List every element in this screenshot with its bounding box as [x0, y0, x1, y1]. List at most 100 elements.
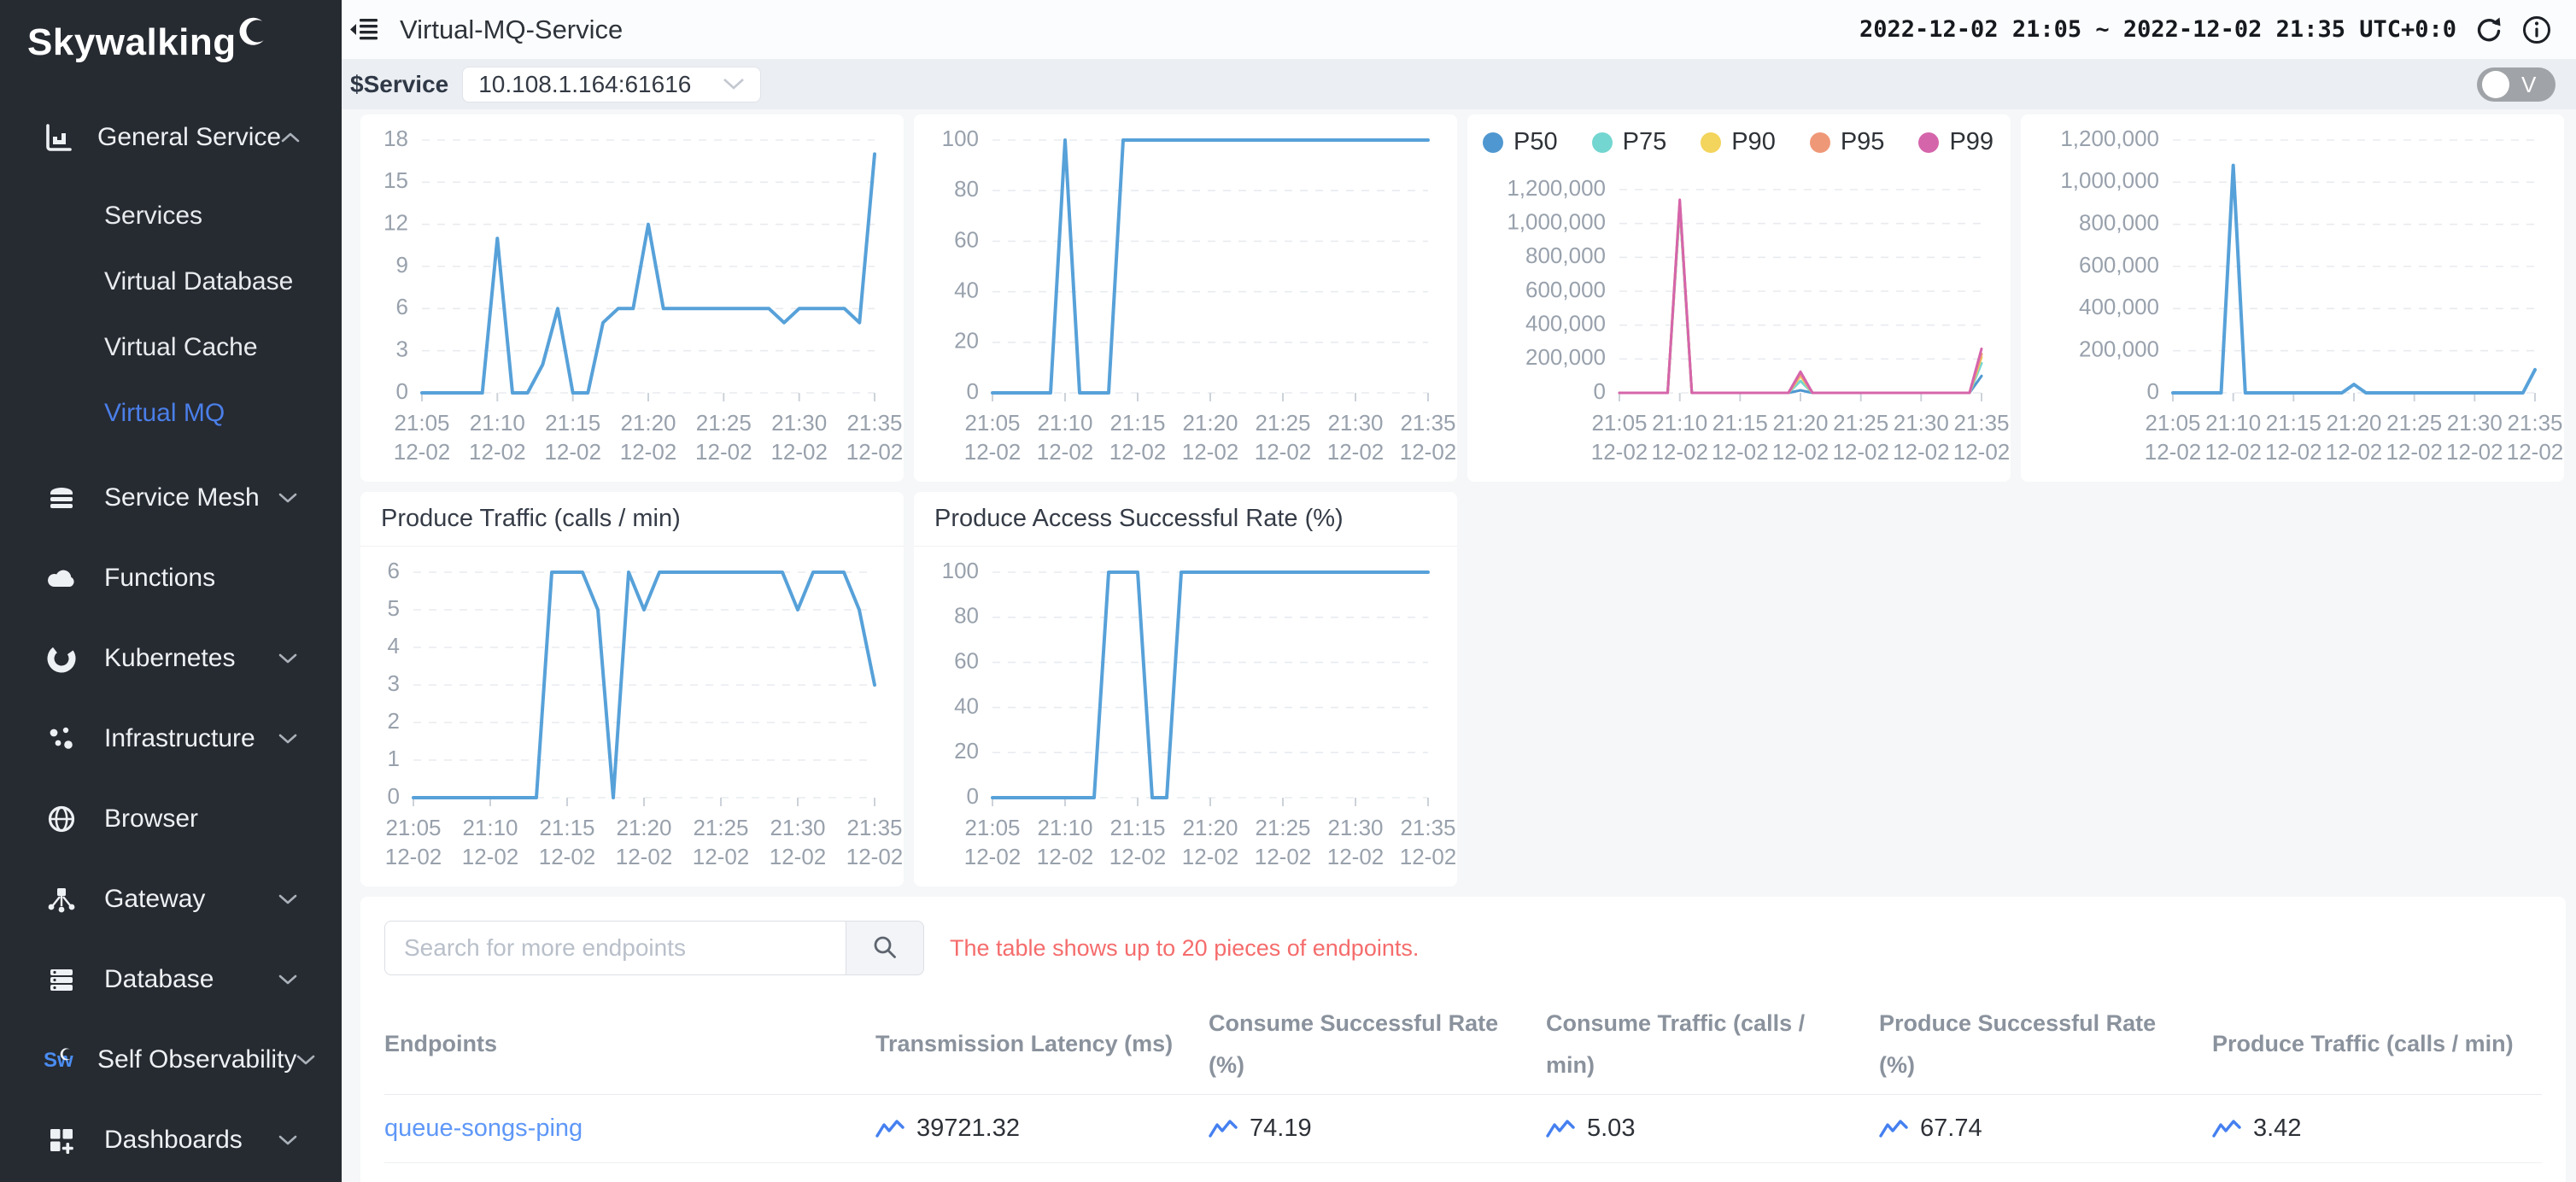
sidebar-item-dashboards[interactable]: Dashboards	[0, 1100, 342, 1180]
svg-text:21:25: 21:25	[2386, 410, 2442, 436]
svg-text:200,000: 200,000	[2079, 336, 2159, 362]
chart-panel-5: Produce Traffic (calls / min) 0 1 2 3 4 5 6 21:…	[360, 492, 904, 886]
svg-text:21:25: 21:25	[1255, 410, 1310, 436]
search-icon	[870, 933, 899, 963]
svg-text:18: 18	[383, 126, 408, 151]
sidebar-item-virtual-cache[interactable]: Virtual Cache	[104, 332, 258, 361]
sparkline-icon[interactable]	[1879, 1118, 1908, 1140]
refresh-icon[interactable]	[2474, 15, 2504, 45]
view-toggle[interactable]: V	[2477, 67, 2556, 102]
sparkline-icon[interactable]	[2212, 1118, 2241, 1140]
endpoints-panel: The table shows up to 20 pieces of endpo…	[360, 897, 2566, 1182]
info-icon[interactable]	[2521, 15, 2552, 45]
sidebar-item-database[interactable]: Database	[0, 939, 342, 1020]
line-chart[interactable]: 0 200,000 400,000 600,000 800,000 1,000,000 1,…	[2021, 114, 2564, 482]
line-chart[interactable]: 0 20 40 60 80 100 21:05 12-02 21:10 12-02 21:15 12-…	[914, 547, 1457, 886]
skywalking-logo[interactable]: Skywalking	[0, 0, 342, 85]
kubernetes-icon	[47, 644, 76, 673]
svg-text:12-02: 12-02	[1327, 439, 1385, 465]
sidebar-menu: General Service Services Virtual Database V…	[0, 85, 342, 1182]
endpoint-link[interactable]: queue-songs-ping	[384, 1115, 583, 1142]
svg-text:12: 12	[383, 210, 408, 236]
svg-text:21:15: 21:15	[545, 410, 600, 436]
legend-item-p90[interactable]: P90	[1701, 128, 1776, 156]
legend-item-p75[interactable]: P75	[1591, 128, 1666, 156]
svg-text:800,000: 800,000	[2079, 210, 2159, 236]
svg-text:21:05: 21:05	[964, 815, 1020, 840]
sidebar-item-services[interactable]: Services	[104, 201, 203, 230]
chart-row-1: 0 3 6 9 12 15 18 21:05 12-02 21:10 12-02 21:15 12-02…	[360, 114, 2566, 482]
table-row: queue-songs-ping 39721.32 74.19 5.03 67.74 3.…	[384, 1095, 2542, 1163]
legend-label: P90	[1731, 128, 1776, 155]
svg-text:12-02: 12-02	[1255, 439, 1312, 465]
legend-item-p50[interactable]: P50	[1483, 128, 1558, 156]
line-chart[interactable]: 0 20 40 60 80 100 21:05 12-02 21:10 12-02 21:15 12-…	[914, 114, 1457, 482]
svg-text:12-02: 12-02	[2386, 439, 2443, 465]
svg-text:12-02: 12-02	[964, 439, 1022, 465]
svg-text:40: 40	[954, 693, 979, 718]
sw-logo-icon: Sw	[44, 1048, 73, 1072]
sidebar-item-virtual-mq[interactable]: Virtual MQ	[104, 398, 225, 427]
svg-text:12-02: 12-02	[1400, 844, 1457, 869]
metric-cell: 5.03	[1546, 1115, 1879, 1143]
svg-text:21:05: 21:05	[385, 815, 441, 840]
column-header: Produce Traffic (calls / min)	[2212, 1031, 2514, 1057]
svg-text:100: 100	[942, 126, 979, 151]
dots-icon	[50, 727, 73, 749]
svg-text:5: 5	[388, 595, 400, 621]
sparkline-icon[interactable]	[875, 1118, 905, 1140]
sidebar-item-label: Self Observability	[97, 1045, 297, 1074]
sidebar-item-browser[interactable]: Browser	[0, 779, 342, 859]
svg-text:12-02: 12-02	[2446, 439, 2503, 465]
svg-text:80: 80	[954, 176, 979, 202]
svg-text:12-02: 12-02	[620, 439, 677, 465]
menu-fold-icon[interactable]	[348, 14, 381, 46]
chevron-down-icon	[278, 493, 297, 503]
svg-text:21:05: 21:05	[2145, 410, 2200, 436]
svg-text:21:30: 21:30	[771, 410, 827, 436]
svg-text:Sw: Sw	[44, 1049, 73, 1072]
svg-text:12-02: 12-02	[2204, 439, 2262, 465]
svg-text:800,000: 800,000	[1525, 243, 1606, 268]
svg-text:21:10: 21:10	[1037, 815, 1092, 840]
legend-item-p95[interactable]: P95	[1809, 128, 1884, 156]
sidebar: Skywalking General Service Services Virtua…	[0, 0, 342, 1182]
svg-text:12-02: 12-02	[695, 439, 752, 465]
page-title: Virtual-MQ-Service	[400, 14, 624, 44]
line-chart[interactable]: 0 3 6 9 12 15 18 21:05 12-02 21:10 12-02 21:15 12-02…	[360, 114, 904, 482]
search-button[interactable]	[846, 921, 924, 975]
legend-item-p99[interactable]: P99	[1918, 128, 1993, 156]
svg-text:12-02: 12-02	[693, 844, 750, 869]
sidebar-item-general-service[interactable]: General Service	[0, 97, 342, 178]
sidebar-item-infrastructure[interactable]: Infrastructure	[0, 699, 342, 779]
line-chart[interactable]: 0 200,000 400,000 600,000 800,000 1,000,000 1,…	[1467, 164, 2011, 482]
time-range[interactable]: 2022-12-02 21:05 ~ 2022-12-02 21:35 UTC+…	[1859, 16, 2456, 43]
sidebar-item-kubernetes[interactable]: Kubernetes	[0, 618, 342, 699]
svg-text:21:25: 21:25	[1833, 410, 1888, 436]
svg-text:21:25: 21:25	[693, 815, 748, 840]
chart-svg: 0 20 40 60 80 100 21:05 12-02 21:10 12-02 21:15 12-…	[942, 126, 1457, 465]
svg-text:60: 60	[954, 647, 979, 673]
svg-text:12-02: 12-02	[1037, 439, 1094, 465]
line-chart[interactable]: 0 1 2 3 4 5 6 21:05 12-02 21:10 12-02 21:15 12-02 21:…	[360, 547, 904, 886]
svg-text:21:20: 21:20	[1182, 410, 1238, 436]
sidebar-item-gateway[interactable]: Gateway	[0, 859, 342, 939]
svg-text:12-02: 12-02	[1772, 439, 1830, 465]
svg-text:400,000: 400,000	[2079, 294, 2159, 319]
logo-text: Skywalking	[27, 21, 237, 63]
endpoints-note: The table shows up to 20 pieces of endpo…	[950, 934, 1420, 961]
sidebar-item-self-observability[interactable]: Sw Self Observability	[0, 1020, 342, 1100]
service-select[interactable]: 10.108.1.164:61616	[462, 67, 762, 102]
sparkline-icon[interactable]	[1546, 1118, 1575, 1140]
svg-text:21:30: 21:30	[1327, 815, 1383, 840]
sidebar-item-service-mesh[interactable]: Service Mesh	[0, 458, 342, 538]
sidebar-item-label: Kubernetes	[104, 644, 236, 672]
sparkline-icon[interactable]	[1209, 1118, 1238, 1140]
endpoints-table: Endpoints Transmission Latency (ms) Consum…	[384, 994, 2542, 1163]
main-area: Virtual-MQ-Service 2022-12-02 21:05 ~ 20…	[342, 0, 2576, 1182]
endpoint-search-input[interactable]	[384, 921, 846, 975]
sidebar-item-virtual-database[interactable]: Virtual Database	[104, 266, 294, 296]
sidebar-item-functions[interactable]: Functions	[0, 538, 342, 618]
svg-text:12-02: 12-02	[539, 844, 596, 869]
svg-text:400,000: 400,000	[1525, 311, 1606, 336]
